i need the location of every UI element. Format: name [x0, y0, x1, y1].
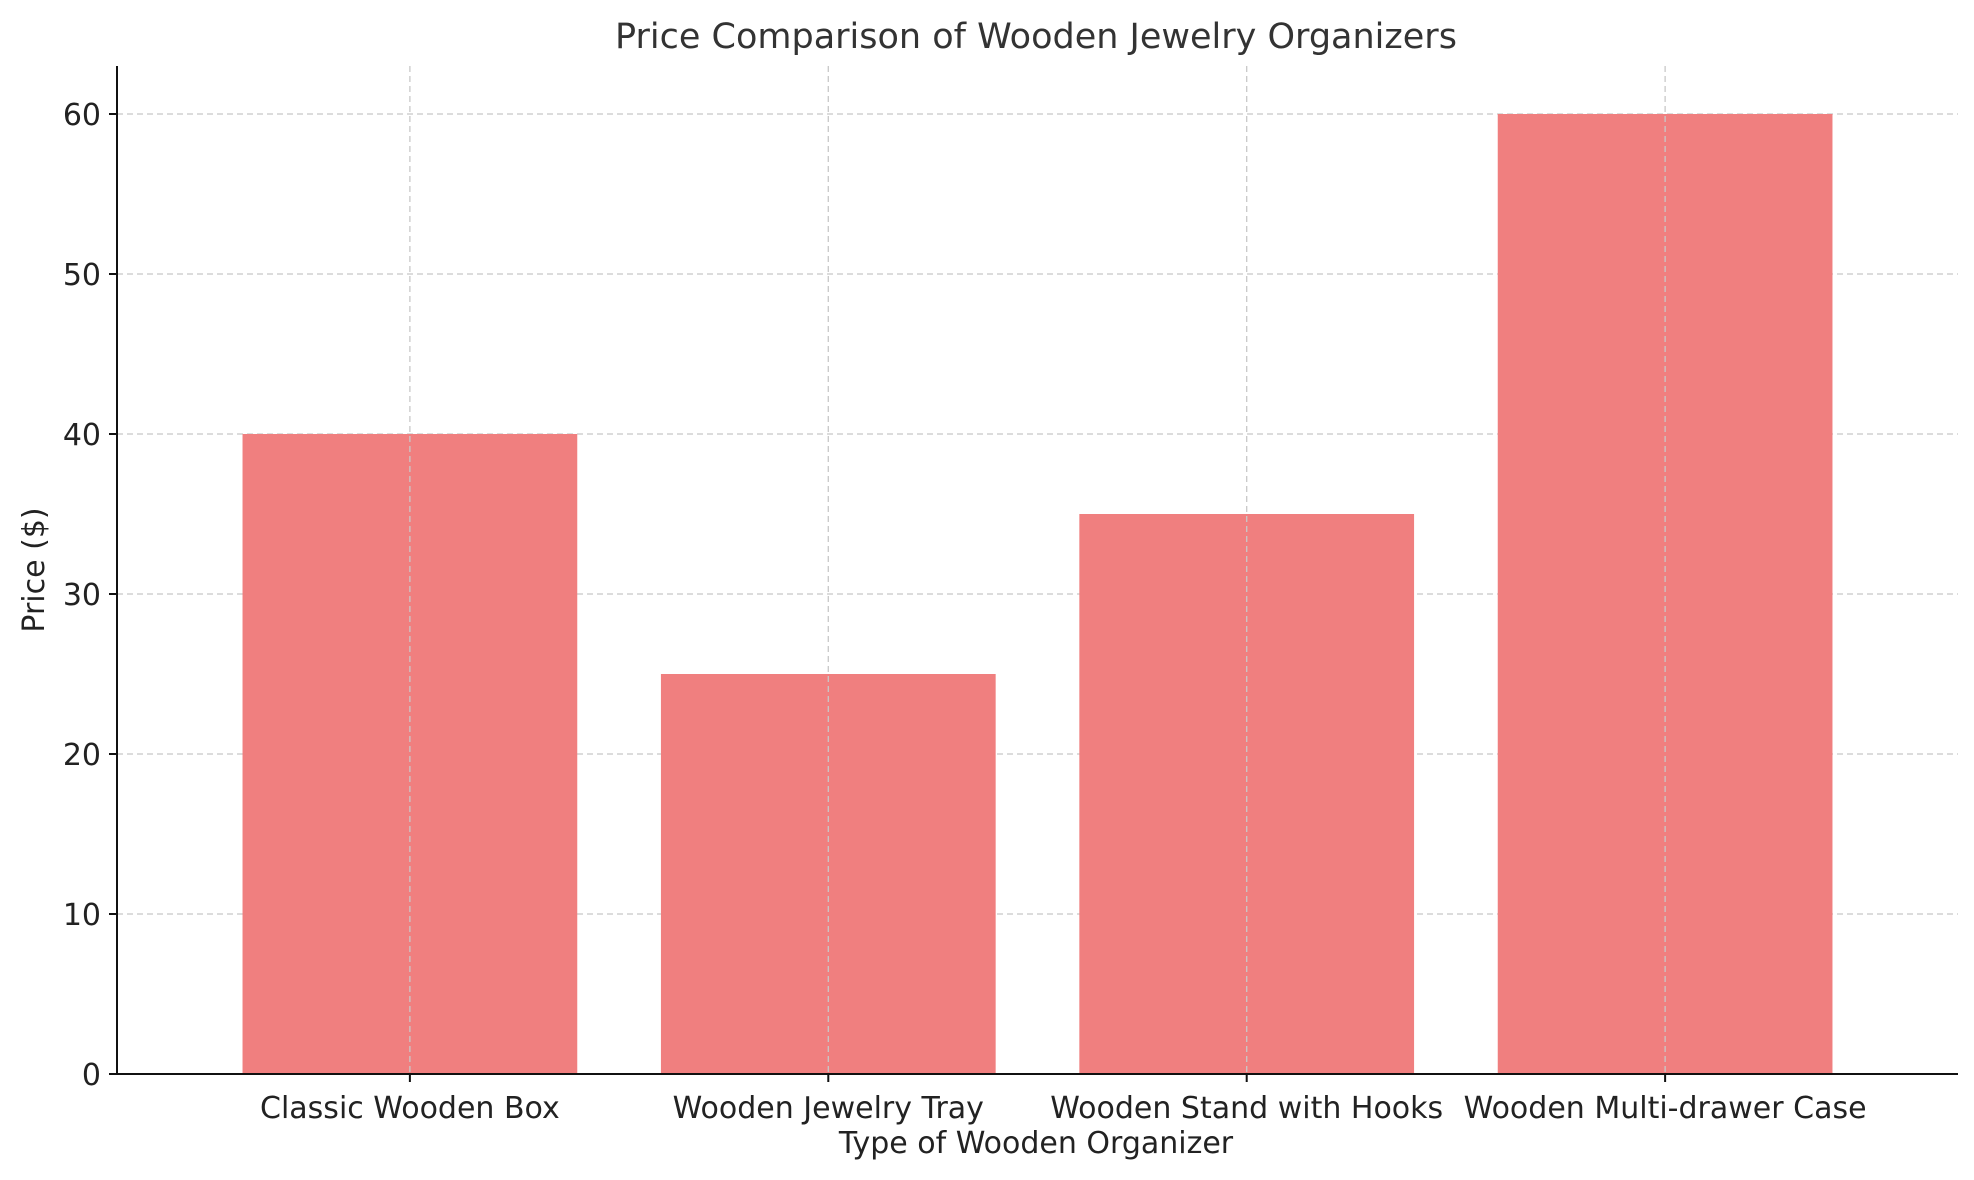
bar	[660, 674, 996, 1074]
vertical-grid-lines	[409, 66, 1666, 1074]
x-axis-label: Type of Wooden Organizer	[838, 1126, 1234, 1161]
y-tick-label: 0	[82, 1058, 101, 1093]
x-tick-label: Wooden Jewelry Tray	[673, 1091, 984, 1126]
x-tick-label: Wooden Multi-drawer Case	[1464, 1091, 1867, 1126]
y-axis-ticks: 0 10 20 30 40 50 60	[63, 98, 117, 1093]
x-tick-label: Wooden Stand with Hooks	[1050, 1091, 1443, 1126]
y-tick-label: 40	[63, 418, 101, 453]
y-tick-label: 50	[63, 258, 101, 293]
y-tick-label: 30	[63, 578, 101, 613]
chart-title: Price Comparison of Wooden Jewelry Organ…	[615, 17, 1457, 57]
y-tick-label: 20	[63, 738, 101, 773]
bar	[1497, 114, 1833, 1074]
x-axis-ticks: Classic Wooden Box Wooden Jewelry Tray Woo…	[260, 1074, 1867, 1126]
y-tick-label: 10	[63, 898, 101, 933]
y-axis-label: Price ($)	[17, 507, 52, 632]
x-tick-label: Classic Wooden Box	[260, 1091, 560, 1126]
y-tick-label: 60	[63, 98, 101, 133]
